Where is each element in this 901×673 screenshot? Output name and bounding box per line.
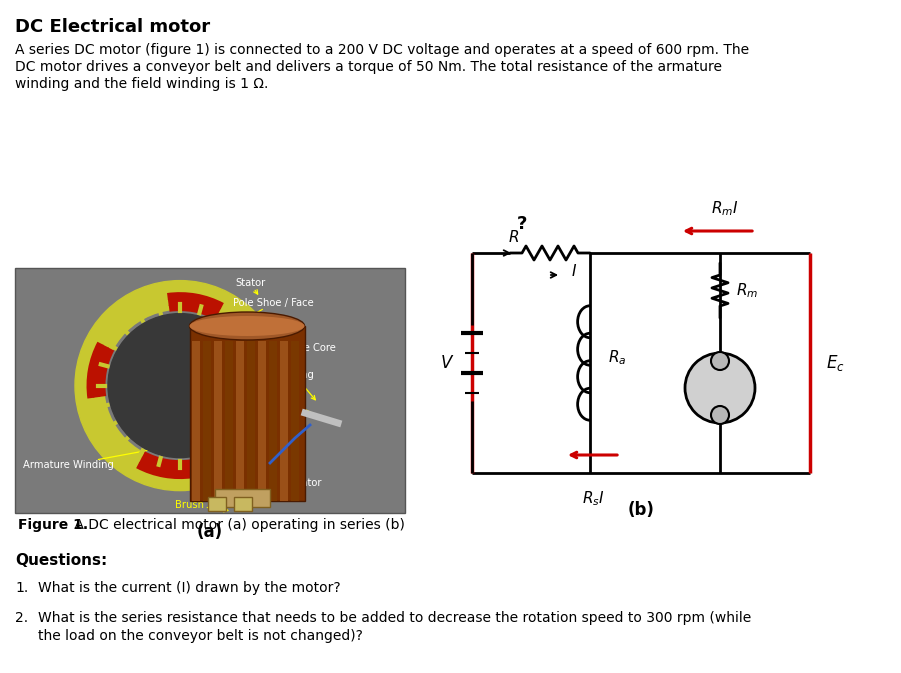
Circle shape — [108, 314, 252, 458]
Text: Bearing: Bearing — [275, 370, 315, 400]
Circle shape — [711, 406, 729, 424]
Text: 2.: 2. — [15, 611, 28, 625]
FancyBboxPatch shape — [208, 497, 226, 511]
FancyBboxPatch shape — [269, 341, 277, 501]
Ellipse shape — [189, 312, 305, 340]
Text: DC Electrical motor: DC Electrical motor — [15, 18, 210, 36]
Text: What is the current (I) drawn by the motor?: What is the current (I) drawn by the mot… — [38, 581, 341, 595]
Text: I: I — [572, 264, 577, 279]
Text: Field Winding: Field Winding — [222, 318, 300, 344]
FancyBboxPatch shape — [236, 341, 244, 501]
Text: $R_sI$: $R_sI$ — [582, 489, 605, 507]
Text: ?: ? — [517, 215, 527, 233]
Circle shape — [685, 353, 755, 423]
Text: Shaft: Shaft — [275, 396, 324, 419]
Text: (b): (b) — [628, 501, 654, 519]
Text: Armature Winding: Armature Winding — [23, 437, 211, 470]
Text: $E_c$: $E_c$ — [826, 353, 845, 373]
FancyBboxPatch shape — [192, 341, 200, 501]
Text: A series DC motor (figure 1) is connected to a 200 V DC voltage and operates at : A series DC motor (figure 1) is connecte… — [15, 43, 749, 57]
FancyBboxPatch shape — [225, 341, 233, 501]
Circle shape — [105, 311, 255, 460]
FancyBboxPatch shape — [247, 341, 255, 501]
FancyBboxPatch shape — [291, 341, 299, 501]
Text: What is the series resistance that needs to be added to decrease the rotation sp: What is the series resistance that needs… — [38, 611, 751, 625]
Text: $R_a$: $R_a$ — [608, 349, 626, 367]
FancyBboxPatch shape — [203, 341, 211, 501]
Text: DC motor drives a conveyor belt and delivers a torque of 50 Nm. The total resist: DC motor drives a conveyor belt and deli… — [15, 60, 722, 74]
Text: Brush: Brush — [176, 500, 228, 512]
Text: M: M — [711, 379, 729, 397]
Text: Figure 1.: Figure 1. — [18, 518, 88, 532]
Text: Questions:: Questions: — [15, 553, 107, 568]
Ellipse shape — [189, 316, 305, 336]
Text: V: V — [441, 354, 451, 372]
FancyBboxPatch shape — [15, 268, 405, 513]
FancyBboxPatch shape — [190, 326, 305, 501]
Text: winding and the field winding is 1 Ω.: winding and the field winding is 1 Ω. — [15, 77, 268, 91]
Circle shape — [711, 352, 729, 370]
Text: Stator: Stator — [235, 278, 265, 294]
FancyBboxPatch shape — [280, 341, 288, 501]
Text: R: R — [509, 230, 519, 245]
Text: the load on the conveyor belt is not changed)?: the load on the conveyor belt is not cha… — [38, 629, 363, 643]
Text: Armature Core: Armature Core — [263, 342, 336, 353]
FancyBboxPatch shape — [214, 341, 222, 501]
Circle shape — [75, 281, 285, 491]
Text: A DC electrical motor (a) operating in series (b): A DC electrical motor (a) operating in s… — [70, 518, 405, 532]
FancyBboxPatch shape — [258, 341, 266, 501]
Text: (a): (a) — [197, 523, 223, 541]
Text: Commutator: Commutator — [260, 478, 323, 496]
Text: 1.: 1. — [15, 581, 28, 595]
FancyBboxPatch shape — [215, 489, 270, 507]
Text: $R_m$: $R_m$ — [736, 281, 759, 300]
Text: Pole Shoe / Face: Pole Shoe / Face — [233, 298, 314, 322]
FancyBboxPatch shape — [234, 497, 252, 511]
Text: $R_mI$: $R_mI$ — [711, 199, 739, 218]
